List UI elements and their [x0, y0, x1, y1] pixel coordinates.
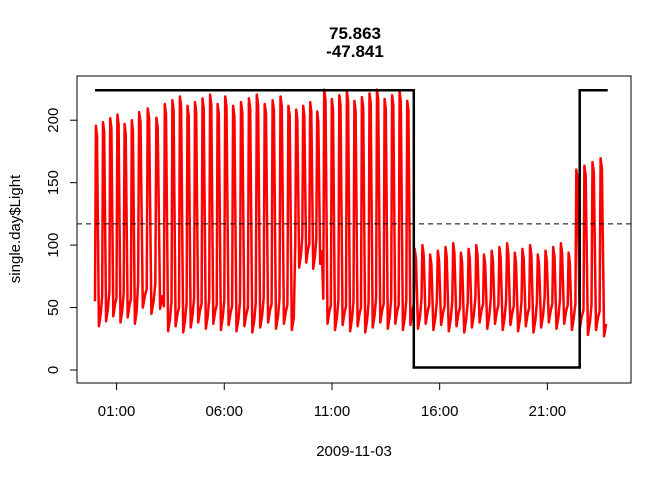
chart-title-line-2: -47.841	[326, 42, 384, 61]
day-night-series	[95, 88, 608, 369]
chart-title-line-1: 75.863	[329, 24, 381, 43]
x-axis-label: 2009-11-03	[316, 443, 392, 460]
x-tick-label-16:00: 16:00	[421, 403, 459, 420]
x-axis: 01:00 06:00 11:00 16:00 21:00	[98, 382, 567, 420]
light-series	[93, 88, 608, 338]
y-axis-label: single.day$Light	[7, 174, 24, 283]
y-tick-label-100: 100	[45, 233, 62, 258]
plot-frame	[76, 75, 632, 384]
x-tick-label-01:00: 01:00	[98, 403, 136, 420]
light-series-line	[93, 88, 608, 338]
y-tick-label-200: 200	[45, 108, 62, 133]
y-tick-label-150: 150	[45, 170, 62, 195]
y-tick-label-50: 50	[45, 299, 62, 316]
x-tick-label-21:00: 21:00	[529, 403, 567, 420]
x-tick-label-06:00: 06:00	[205, 403, 243, 420]
day-night-series-line	[95, 88, 608, 369]
y-axis: 0 50 100 150 200	[45, 108, 78, 374]
y-tick-label-0: 0	[45, 366, 62, 374]
x-tick-label-11:00: 11:00	[314, 403, 350, 420]
